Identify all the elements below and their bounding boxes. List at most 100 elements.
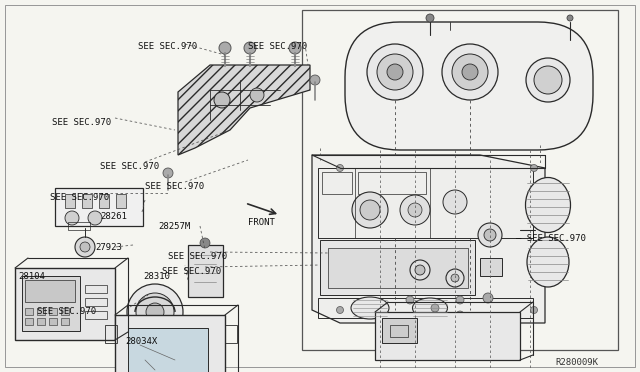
Bar [68, 222, 90, 230]
Circle shape [426, 14, 434, 22]
Circle shape [337, 307, 344, 314]
Circle shape [75, 237, 95, 257]
Bar [318, 168, 533, 238]
Circle shape [400, 195, 430, 225]
Polygon shape [178, 65, 310, 155]
Bar [375, 312, 520, 360]
Ellipse shape [527, 237, 569, 287]
Circle shape [80, 242, 90, 252]
Bar [85, 298, 107, 306]
Bar [382, 318, 417, 343]
Circle shape [406, 296, 414, 304]
Circle shape [337, 164, 344, 171]
Circle shape [415, 265, 425, 275]
Text: 28104: 28104 [18, 272, 45, 281]
Circle shape [442, 44, 498, 100]
Bar [188, 245, 223, 297]
Bar [390, 325, 408, 337]
Circle shape [408, 203, 422, 217]
Circle shape [526, 58, 570, 102]
Circle shape [200, 238, 210, 248]
Circle shape [163, 168, 173, 178]
Bar [85, 311, 107, 319]
Ellipse shape [413, 298, 447, 318]
Polygon shape [312, 155, 545, 323]
Circle shape [136, 293, 174, 331]
Circle shape [289, 42, 301, 54]
Text: SEE SEC.970: SEE SEC.970 [162, 267, 221, 276]
Bar [99, 194, 109, 208]
Circle shape [446, 269, 464, 287]
Text: 28034X: 28034X [125, 337, 157, 346]
Text: SEE SEC.970: SEE SEC.970 [168, 252, 227, 261]
FancyBboxPatch shape [345, 22, 593, 150]
Bar [55, 188, 143, 226]
Circle shape [387, 64, 403, 80]
Bar [15, 268, 115, 340]
Bar [49, 308, 57, 315]
Bar [22, 276, 80, 331]
Circle shape [456, 296, 464, 304]
Circle shape [214, 92, 230, 108]
Circle shape [478, 223, 502, 247]
Bar [225, 325, 237, 343]
Circle shape [456, 311, 464, 319]
Text: 28261: 28261 [100, 212, 127, 221]
Circle shape [352, 192, 388, 228]
Bar [25, 280, 75, 302]
Circle shape [483, 293, 493, 303]
Text: SEE SEC.970: SEE SEC.970 [50, 193, 109, 202]
Circle shape [65, 211, 79, 225]
Circle shape [443, 190, 467, 214]
Circle shape [452, 54, 488, 90]
Bar [328, 248, 468, 288]
Circle shape [367, 44, 423, 100]
Text: 28257M: 28257M [158, 222, 190, 231]
Circle shape [410, 260, 430, 280]
Bar [116, 194, 126, 208]
Bar [302, 10, 618, 350]
Text: SEE SEC.970: SEE SEC.970 [138, 42, 197, 51]
Bar [105, 325, 117, 343]
Circle shape [360, 200, 380, 220]
Bar [322, 172, 352, 194]
Circle shape [127, 284, 183, 340]
Text: SEE SEC.970: SEE SEC.970 [145, 182, 204, 191]
Circle shape [244, 42, 256, 54]
Text: — SEE SEC.970: — SEE SEC.970 [516, 234, 586, 243]
Bar [318, 298, 533, 318]
Text: SEE SEC.970: SEE SEC.970 [100, 162, 159, 171]
Bar [128, 328, 208, 372]
Circle shape [531, 307, 538, 314]
Circle shape [451, 274, 459, 282]
Bar [320, 240, 475, 295]
Ellipse shape [525, 177, 570, 232]
Text: R280009K: R280009K [555, 358, 598, 367]
Circle shape [531, 164, 538, 171]
Circle shape [250, 88, 264, 102]
Ellipse shape [351, 297, 389, 319]
Bar [358, 172, 426, 194]
Circle shape [88, 211, 102, 225]
Bar [65, 194, 75, 208]
Bar [480, 258, 502, 276]
Bar [115, 315, 225, 372]
Bar [25, 308, 33, 315]
Circle shape [146, 303, 164, 321]
Bar [37, 318, 45, 325]
Bar [49, 318, 57, 325]
Circle shape [462, 64, 478, 80]
Circle shape [310, 75, 320, 85]
Text: 28310: 28310 [143, 272, 170, 281]
Bar [25, 318, 33, 325]
Circle shape [377, 54, 413, 90]
Text: SEE SEC.970: SEE SEC.970 [37, 307, 96, 316]
Text: FRONT: FRONT [248, 218, 275, 227]
Bar [61, 308, 69, 315]
Text: SEE SEC.970: SEE SEC.970 [248, 42, 307, 51]
Bar [82, 194, 92, 208]
Bar [37, 308, 45, 315]
Circle shape [567, 15, 573, 21]
Circle shape [431, 304, 439, 312]
Circle shape [484, 229, 496, 241]
